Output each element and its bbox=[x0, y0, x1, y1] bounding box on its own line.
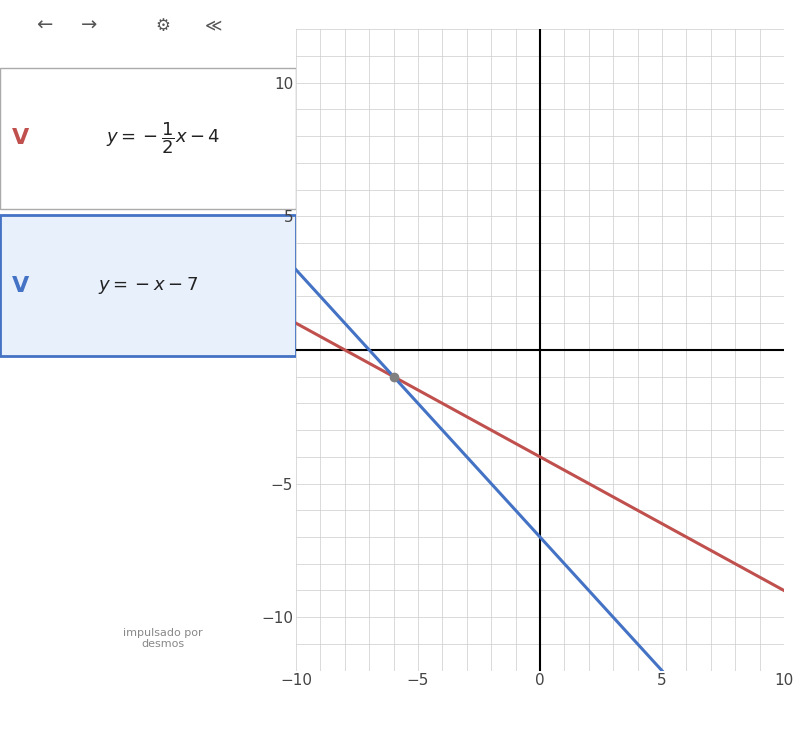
Text: ←: ← bbox=[36, 16, 53, 35]
Text: →: → bbox=[81, 16, 97, 35]
Text: $y = -\dfrac{1}{2}x - 4$: $y = -\dfrac{1}{2}x - 4$ bbox=[106, 120, 220, 156]
Text: V: V bbox=[12, 128, 30, 148]
Text: $y = -x - 7$: $y = -x - 7$ bbox=[98, 276, 198, 296]
Text: ⚙: ⚙ bbox=[155, 17, 170, 34]
Text: V: V bbox=[12, 276, 30, 296]
Text: impulsado por
desmos: impulsado por desmos bbox=[123, 628, 202, 650]
Text: ≪: ≪ bbox=[205, 17, 222, 34]
FancyBboxPatch shape bbox=[0, 68, 296, 208]
FancyBboxPatch shape bbox=[0, 215, 296, 356]
